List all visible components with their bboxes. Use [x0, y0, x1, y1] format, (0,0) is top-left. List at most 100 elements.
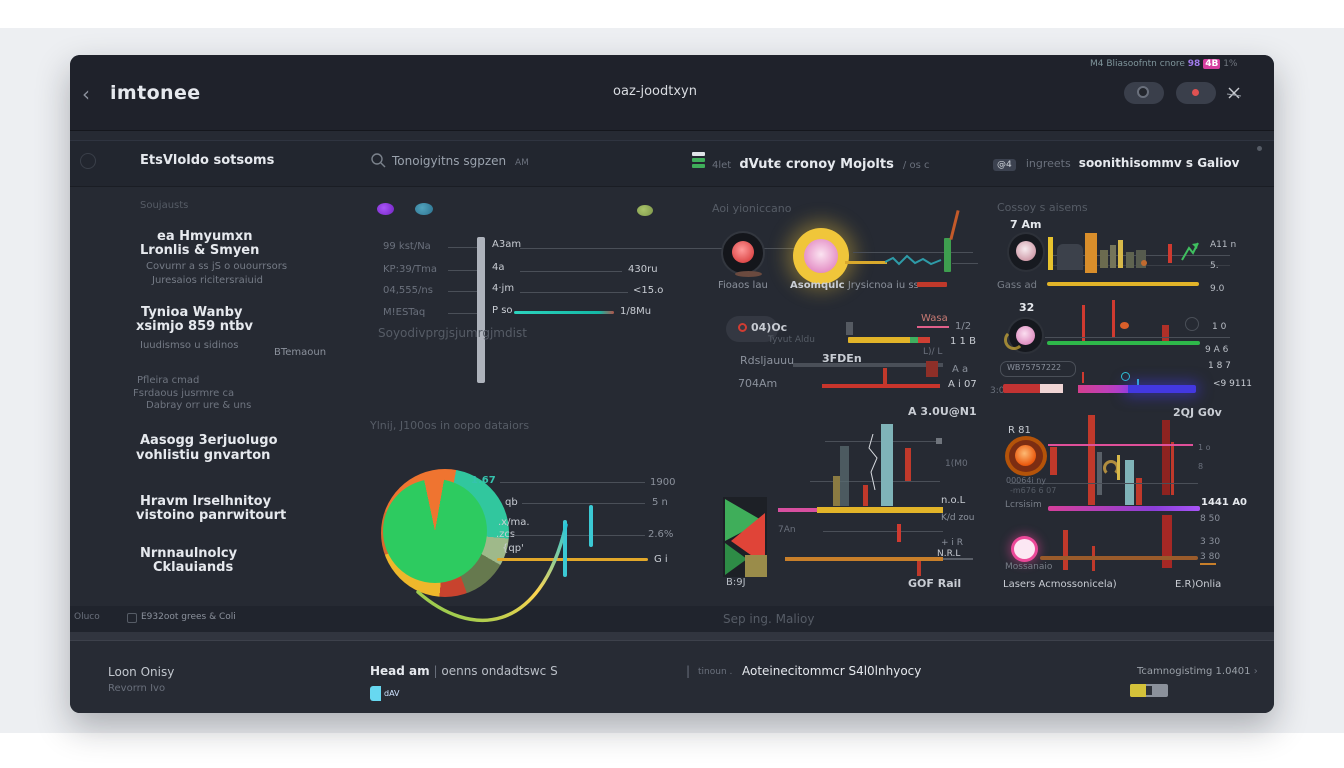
meta-badge-pink: 4B	[1203, 59, 1221, 69]
positions-title: Aoi yioniccano	[712, 202, 792, 215]
tab-screener[interactable]: @4 ingreets soonithisommv s Galiov	[993, 152, 1239, 172]
axis-label: 3:0	[990, 386, 1005, 396]
monitor-value: 5.	[1210, 261, 1219, 271]
leader-line	[448, 313, 477, 314]
monitor-value: 1441 A0	[1201, 497, 1248, 508]
strip-tab-right[interactable]: E932oot grees & Coli	[141, 612, 236, 622]
leader-line	[522, 503, 645, 504]
header-bar	[70, 55, 1274, 131]
back-icon[interactable]: ‹	[82, 82, 90, 106]
pie-inner-disc	[383, 479, 487, 583]
pie-label: 1.67	[471, 475, 496, 486]
tab-search[interactable]: Tonoigyitns sgpzen AM	[392, 154, 529, 169]
record-button[interactable]	[1176, 82, 1216, 104]
candle	[840, 446, 849, 506]
candle	[833, 476, 840, 506]
flag-icon[interactable]	[723, 497, 767, 577]
bottom-strip	[70, 606, 1274, 632]
depth-row-mid: 4a	[492, 262, 505, 273]
footer-far-right[interactable]: Tcamnogistimg 1.0401 ›	[1137, 666, 1258, 679]
footer-right-link[interactable]: Aoteinecitommcr S4l0lnhyocy	[742, 664, 922, 678]
legend-dot-teal[interactable]	[415, 203, 433, 215]
footer-right-sep: |	[686, 664, 691, 678]
sidebar-item-5-line1: Hravm lrselhnitoy	[140, 494, 272, 509]
legend-dot-green[interactable]	[637, 205, 653, 216]
red-bar	[1063, 530, 1068, 570]
sidebar-item-1-line1: ea Hmyumxn	[157, 229, 253, 244]
green-arrow-icon	[1181, 242, 1199, 261]
leader-line	[448, 247, 477, 248]
monitor-value: 8 50	[1200, 514, 1221, 524]
gridline	[823, 531, 943, 532]
id-pill[interactable]	[1000, 361, 1076, 377]
pie-value: 1900	[650, 477, 676, 488]
wave-bar	[1126, 252, 1134, 268]
dark-red-block	[926, 361, 938, 377]
sidebar-item-3-sub1: Pfleira cmad	[137, 375, 200, 386]
position-row-label[interactable]: 704Am	[738, 377, 778, 390]
pie-label: .x/ma.	[498, 517, 530, 528]
section-value: A 3.0U@N1	[908, 405, 977, 418]
search-icon[interactable]	[370, 152, 386, 168]
row-mid-value: 3FDEn	[822, 352, 862, 365]
sidebar-aside: BTemaoun	[274, 347, 327, 358]
legend-dot-purple[interactable]	[377, 203, 394, 215]
avatar-shadow	[735, 271, 762, 277]
pie-label: {qp'	[502, 543, 524, 554]
ring-button[interactable]	[1124, 82, 1164, 104]
line-value: K/d zou	[941, 513, 975, 523]
tab-markets[interactable]: 4let dVutє cronoy Mojolts / os c	[712, 153, 929, 173]
tab-screener-pre: ingreets	[1025, 157, 1071, 170]
position-row-label[interactable]: Rdsljauuu	[740, 354, 795, 367]
candle-value: 1(M0	[945, 459, 968, 469]
nav-bar	[70, 140, 1274, 187]
avatar-label: R 81	[1008, 425, 1031, 436]
monitor-row-label: Gass ad	[997, 280, 1037, 291]
avatar-inner	[804, 239, 838, 273]
depth-row-value: 1/8Mu	[620, 306, 652, 317]
sidebar-item-1-sub2: Juresaios ricitersraiuid	[152, 275, 263, 286]
red-bar	[917, 282, 947, 287]
wave-bar-orange	[1085, 233, 1097, 273]
avatar-pink[interactable]	[1011, 536, 1038, 562]
pie-label: qb	[505, 497, 518, 508]
spark-yellow	[845, 261, 887, 264]
avatar-inner	[1016, 241, 1036, 261]
sidebar-item-6-line2: Cklauiands	[153, 560, 234, 575]
depth-teal-line	[514, 311, 614, 314]
monitor-value: 9 A 6	[1205, 345, 1229, 355]
avatar-inner	[1015, 445, 1036, 466]
pie-value: 5 n	[652, 497, 668, 508]
line-value: 8	[1198, 462, 1204, 471]
tab-portfolio[interactable]: EtsVloldo sotsoms	[140, 153, 275, 168]
teal-tick	[1137, 379, 1139, 386]
nav-overflow-icon[interactable]	[1257, 146, 1262, 151]
line-value: n.o.L	[941, 495, 966, 506]
gridline-cap	[936, 438, 942, 444]
avatar-label: Mossanaio	[1005, 562, 1053, 572]
footer-badge-yellow[interactable]	[1130, 684, 1168, 697]
footer-badge-blue[interactable]: dAV	[370, 686, 408, 701]
yellow-bar	[848, 337, 914, 343]
center-title: oaz-joodtxyn	[613, 84, 697, 99]
nav-collapse-icon[interactable]	[80, 153, 96, 169]
pie-title: Ylnij, J100os in oopo dataiors	[370, 419, 530, 432]
bottom-value: GOF Rail	[908, 577, 962, 590]
green-line	[1047, 341, 1200, 345]
strip-tab-left[interactable]: Oluco	[74, 612, 100, 622]
orange-dot	[1120, 322, 1129, 329]
tab-screener-label: soonithisommv s Galiov	[1078, 156, 1240, 170]
header-meta: M4 Bliasoofntn cnore 98 4B 1%	[1090, 59, 1237, 70]
red-tick	[883, 368, 887, 385]
depth-row-value: <15.o	[633, 285, 664, 296]
footer-left-title[interactable]: Loon Onisy	[108, 665, 175, 679]
red-bar-long	[822, 384, 940, 388]
close-icon[interactable]	[1226, 85, 1242, 101]
position-row-label[interactable]: 04)Oc	[751, 321, 788, 334]
sidebar-item-2-line2: xsimjo 859 ntbv	[136, 319, 253, 334]
red-spike	[1082, 305, 1085, 345]
depth-row-line	[520, 248, 810, 249]
monitor-title: Cossoy s aisems	[997, 201, 1088, 214]
candle-red-tall	[1088, 415, 1095, 505]
gradient-bar-red	[1003, 384, 1063, 393]
